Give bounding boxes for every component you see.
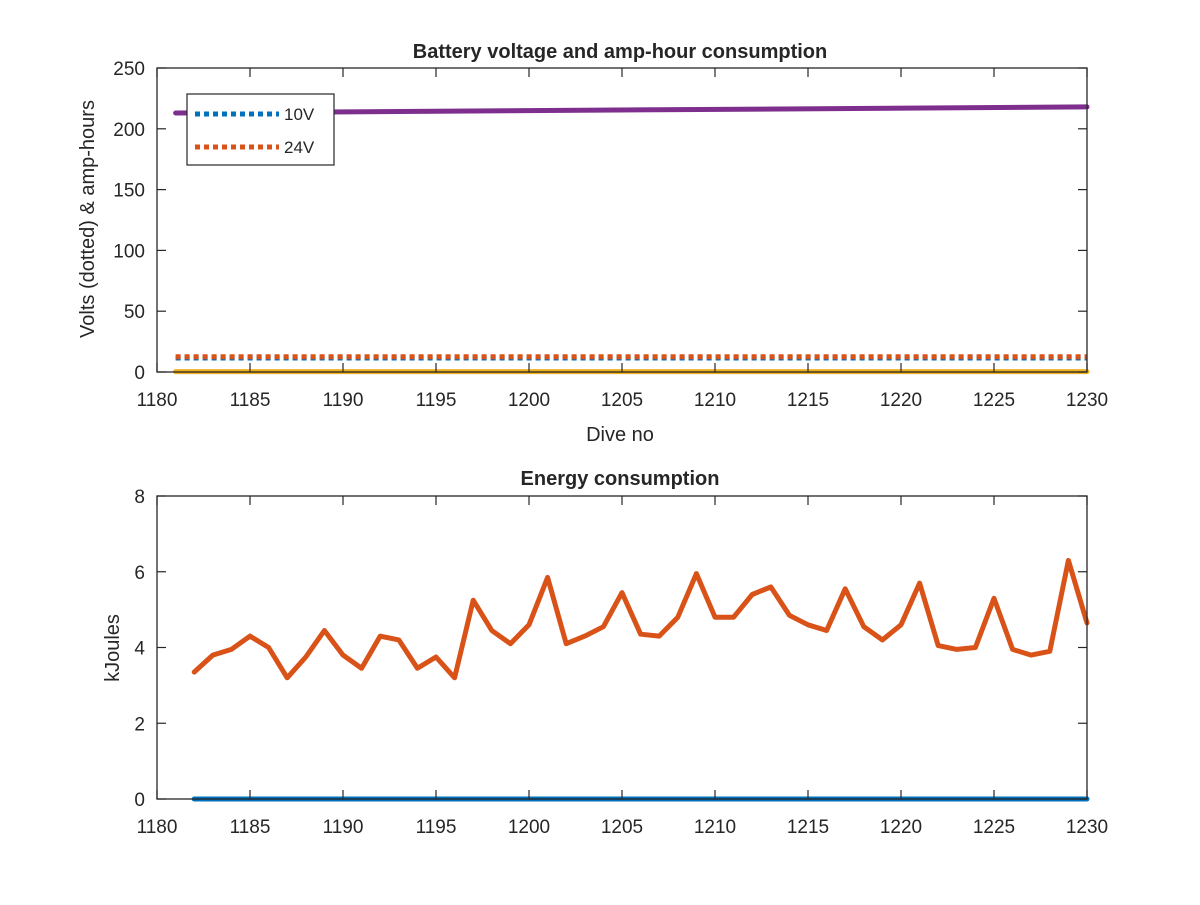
voltage-chart-legend-label: 24V [284, 138, 315, 157]
energy-chart-xtick-label: 1210 [694, 817, 736, 838]
voltage-chart-xtick-label: 1200 [508, 390, 550, 411]
voltage-chart-ylabel: Volts (dotted) & amp-hours [77, 100, 99, 338]
energy-chart-ytick-label: 4 [134, 639, 145, 660]
energy-chart-xtick-label: 1180 [137, 817, 178, 838]
energy-chart-ytick-label: 0 [134, 790, 145, 811]
voltage-chart-legend-label: 10V [284, 105, 315, 124]
energy-chart-xtick-label: 1205 [601, 817, 643, 838]
voltage-chart-title: Battery voltage and amp-hour consumption [413, 41, 827, 63]
energy-chart-ylabel: kJoules [102, 614, 124, 682]
voltage-chart-xtick-label: 1225 [973, 390, 1015, 411]
voltage-chart-xtick-label: 1185 [230, 390, 271, 411]
energy-chart-title: Energy consumption [521, 468, 720, 490]
voltage-chart-legend-box [186, 93, 335, 166]
energy-chart-series-1-line [191, 557, 1090, 681]
voltage-chart: Battery voltage and amp-hour consumption… [77, 41, 1108, 446]
energy-chart-xtick-label: 1225 [973, 817, 1015, 838]
voltage-chart-xtick-label: 1230 [1066, 390, 1108, 411]
voltage-chart-xtick-label: 1205 [601, 390, 643, 411]
energy-chart-xtick-label: 1220 [880, 817, 922, 838]
energy-chart-xtick-label: 1185 [230, 817, 271, 838]
voltage-chart-xlabel: Dive no [586, 424, 654, 446]
energy-chart-ytick-label: 6 [134, 563, 145, 584]
voltage-chart-ytick-label: 250 [113, 59, 145, 80]
voltage-chart-xtick-label: 1190 [323, 390, 364, 411]
energy-chart-ytick-label: 2 [134, 714, 145, 735]
voltage-chart-ytick-label: 0 [134, 363, 145, 384]
energy-chart: Energy consumption kJoules 1180 1185 1190 1… [102, 468, 1108, 838]
voltage-chart-ytick-label: 200 [113, 120, 145, 141]
voltage-chart-xtick-label: 1210 [694, 390, 736, 411]
voltage-chart-legend: 10V 24V [186, 93, 335, 166]
energy-chart-xtick-label: 1195 [416, 817, 457, 838]
voltage-chart-ytick-label: 50 [124, 302, 145, 323]
energy-chart-ytick-label: 8 [134, 487, 145, 508]
energy-chart-xtick-label: 1200 [508, 817, 550, 838]
voltage-chart-xtick-label: 1195 [416, 390, 457, 411]
voltage-chart-xtick-label: 1180 [137, 390, 178, 411]
voltage-chart-xtick-label: 1220 [880, 390, 922, 411]
energy-chart-xtick-label: 1190 [323, 817, 364, 838]
voltage-chart-ytick-label: 100 [113, 241, 145, 262]
energy-chart-xtick-label: 1215 [787, 817, 829, 838]
voltage-chart-xtick-label: 1215 [787, 390, 829, 411]
voltage-chart-ytick-label: 150 [113, 181, 145, 202]
energy-chart-xtick-label: 1230 [1066, 817, 1108, 838]
